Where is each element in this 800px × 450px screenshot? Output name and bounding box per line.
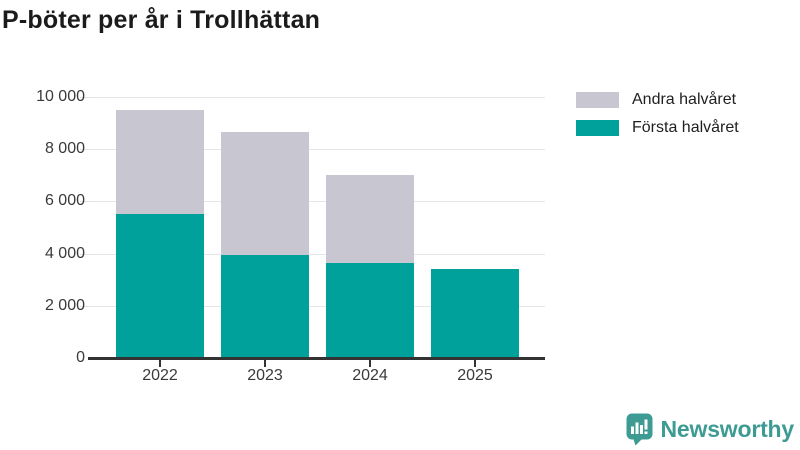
- legend-item: Andra halvåret: [576, 91, 739, 109]
- legend-item: Första halvåret: [576, 119, 739, 137]
- x-axis-line: [88, 357, 545, 360]
- gridline-10000: [93, 97, 545, 98]
- y-tick-10000: [80, 97, 93, 98]
- y-tick-2000: [80, 305, 93, 307]
- x-axis-label: 2023: [247, 367, 283, 384]
- x-tick-2023: [264, 360, 266, 367]
- legend-label: Första halvåret: [632, 119, 739, 136]
- x-tick-2025: [474, 360, 476, 367]
- gridline-6000: [93, 201, 545, 203]
- chart-title: P-böter per år i Trollhättan: [2, 6, 321, 34]
- y-tick-6000: [80, 201, 93, 203]
- brand-name: Newsworthy: [660, 416, 795, 442]
- y-axis-label: 6 000: [44, 192, 85, 210]
- bar-2022-andra-halv-ret: [116, 110, 204, 215]
- bar-2022-f-rsta-halv-ret: [116, 214, 204, 358]
- chart-legend: Andra halvåret Första halvåret: [576, 91, 739, 137]
- y-tick-4000: [80, 253, 93, 255]
- bar-2024-andra-halv-ret: [326, 175, 414, 263]
- plot-area: [93, 97, 545, 358]
- y-axis-label: 2 000: [44, 296, 85, 314]
- bar-2023-f-rsta-halv-ret: [221, 254, 309, 358]
- y-axis-label: 10 000: [36, 88, 85, 105]
- y-tick-8000: [80, 149, 93, 151]
- gridline-2000: [93, 305, 545, 307]
- x-tick-2022: [159, 360, 161, 367]
- x-axis-label: 2024: [352, 367, 388, 384]
- x-tick-2024: [369, 360, 371, 367]
- y-axis-label: 8 000: [44, 140, 85, 158]
- legend-swatch: [576, 92, 619, 108]
- y-axis-label: 0: [76, 349, 85, 366]
- legend-label: Andra halvåret: [632, 91, 737, 108]
- newsworthy-logo: Newsworthy: [626, 413, 794, 446]
- bar-2023-andra-halv-ret: [221, 132, 309, 255]
- legend-swatch: [576, 120, 619, 136]
- gridline-8000: [93, 149, 545, 151]
- x-axis-label: 2022: [142, 367, 178, 384]
- bar-chart-speech-bubble-icon: [626, 413, 653, 446]
- bar-2025-f-rsta-halv-ret: [431, 269, 519, 358]
- x-axis-label: 2025: [457, 367, 493, 384]
- y-axis-label: 4 000: [44, 244, 85, 262]
- bar-2024-f-rsta-halv-ret: [326, 262, 414, 358]
- gridline-4000: [93, 253, 545, 255]
